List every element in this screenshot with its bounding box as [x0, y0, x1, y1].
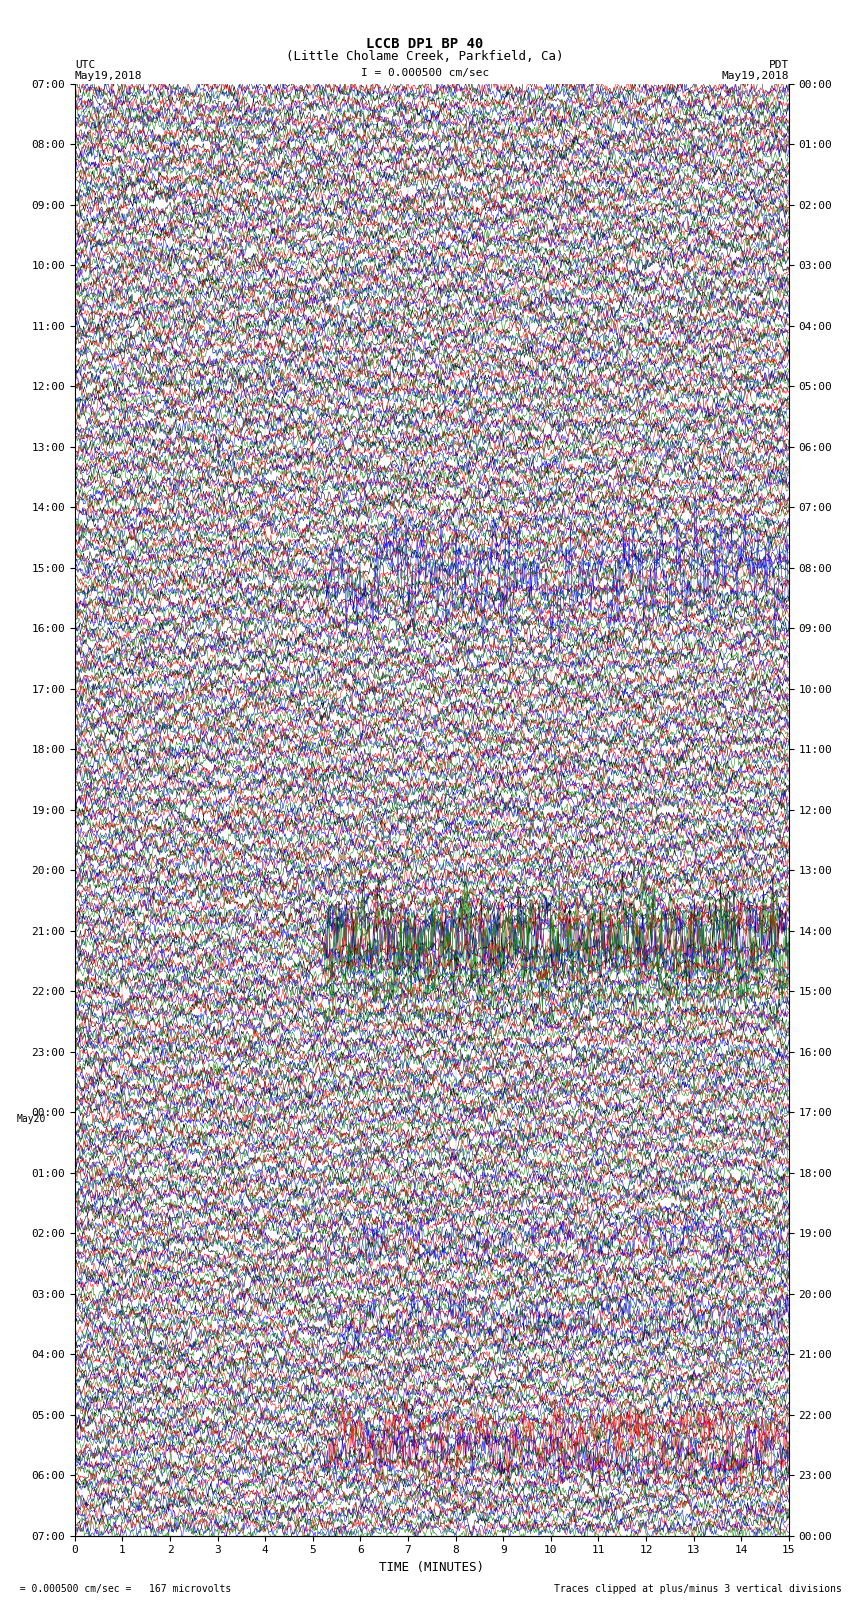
Text: LCCB DP1 BP 40: LCCB DP1 BP 40: [366, 37, 484, 52]
X-axis label: TIME (MINUTES): TIME (MINUTES): [379, 1561, 484, 1574]
Text: (Little Cholame Creek, Parkfield, Ca): (Little Cholame Creek, Parkfield, Ca): [286, 50, 564, 63]
Text: PDT
May19,2018: PDT May19,2018: [722, 60, 789, 81]
Text: Traces clipped at plus/minus 3 vertical divisions: Traces clipped at plus/minus 3 vertical …: [553, 1584, 842, 1594]
Text: UTC
May19,2018: UTC May19,2018: [75, 60, 142, 81]
Text: I = 0.000500 cm/sec: I = 0.000500 cm/sec: [361, 68, 489, 77]
Text: = 0.000500 cm/sec =   167 microvolts: = 0.000500 cm/sec = 167 microvolts: [8, 1584, 232, 1594]
Text: May20: May20: [17, 1113, 46, 1124]
